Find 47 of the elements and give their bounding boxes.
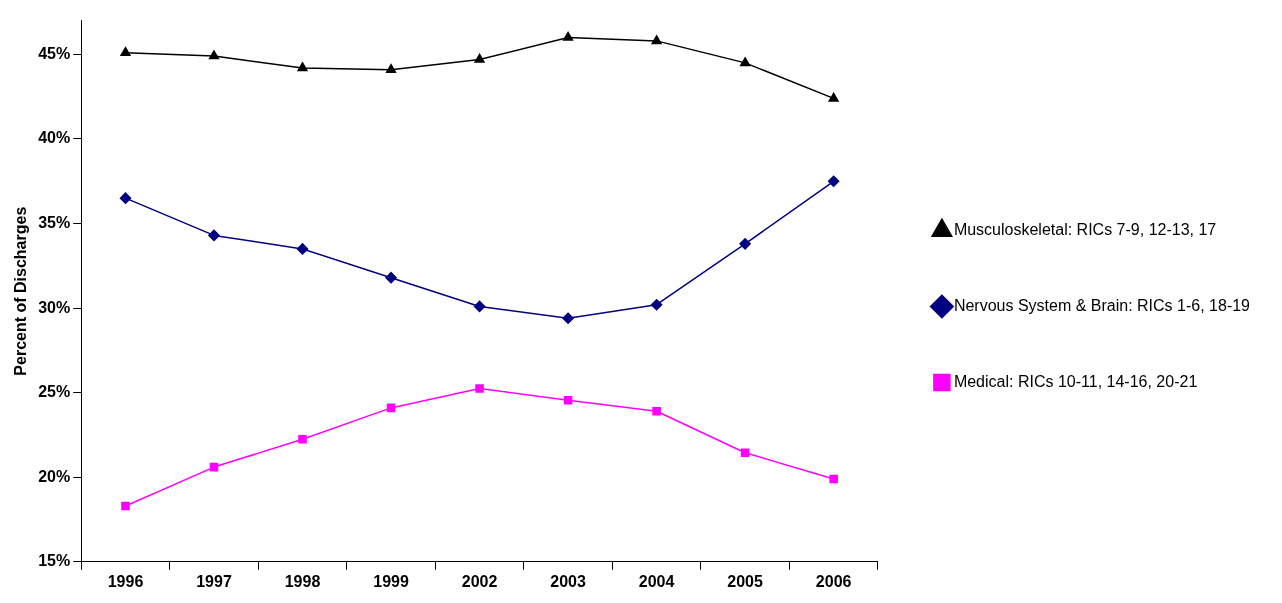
point — [473, 300, 486, 313]
point — [474, 53, 485, 63]
x-tick-label: 2004 — [638, 572, 675, 590]
x-tick-label: 2005 — [727, 572, 764, 590]
point — [298, 434, 307, 444]
y-tick-label: 15% — [38, 552, 71, 570]
point — [385, 271, 397, 284]
y-tick-label: 45% — [38, 44, 71, 62]
y-tick-label: 20% — [38, 467, 71, 485]
y-axis-title: Percent of Discharges — [12, 206, 30, 376]
x-tick-label: 1996 — [107, 572, 144, 590]
x-tick-label: 2003 — [550, 572, 586, 590]
point — [562, 312, 574, 325]
legend-label: Nervous System & Brain: RICs 1-6, 18-19 — [953, 296, 1251, 314]
y-tick-label: 25% — [38, 383, 71, 401]
point — [209, 462, 219, 472]
point — [652, 406, 661, 416]
y-tick-label: 40% — [38, 129, 71, 147]
point — [385, 63, 397, 73]
point — [208, 229, 220, 242]
point — [740, 57, 751, 67]
point — [828, 92, 839, 102]
x-tick-label: 2006 — [815, 572, 852, 590]
y-tick-label: 30% — [38, 298, 71, 316]
point — [827, 175, 840, 188]
x-tick-label: 2002 — [461, 572, 498, 590]
point — [650, 298, 663, 311]
point — [120, 46, 131, 56]
x-tick-label: 1998 — [284, 572, 321, 590]
legend-label: Musculoskeletal: RICs 7-9, 12-13, 17 — [953, 220, 1217, 238]
x-tick-label: 1999 — [373, 572, 409, 590]
point — [386, 403, 396, 413]
x-tick-label: 1997 — [196, 572, 232, 590]
point — [296, 243, 309, 255]
point — [297, 62, 308, 72]
point — [829, 474, 838, 484]
point — [740, 448, 750, 457]
legend-label: Medical: RICs 10-11, 14-16, 20-21 — [953, 372, 1198, 390]
point — [563, 31, 574, 41]
point — [119, 192, 132, 204]
point — [651, 35, 662, 45]
point — [121, 501, 130, 511]
point — [475, 384, 484, 393]
y-tick-label: 35% — [38, 213, 71, 231]
point — [739, 238, 751, 250]
point — [563, 396, 573, 405]
point — [208, 50, 220, 60]
